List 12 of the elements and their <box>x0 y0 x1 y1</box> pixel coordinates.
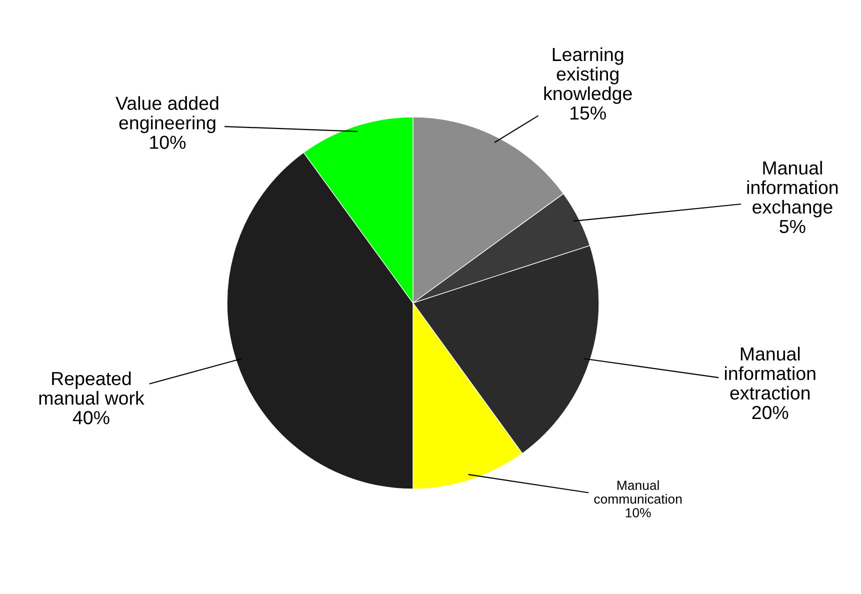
data-label: 10% <box>150 136 186 149</box>
data-label: 40% <box>72 410 110 424</box>
data-label: 20% <box>752 406 788 420</box>
data-label: 15% <box>570 106 606 120</box>
data-label: 5% <box>780 220 806 234</box>
data-label: 10% <box>626 508 651 518</box>
slice-label: Manual information exchange <box>747 160 838 218</box>
slice-label: Manual communication <box>594 480 682 504</box>
slice-label: Repeated manual work <box>39 371 144 405</box>
slice-label: Value added engineering <box>116 96 218 134</box>
slice-label: Learning existing knowledge <box>544 47 632 104</box>
slice-label: Manual information extraction <box>725 346 816 400</box>
